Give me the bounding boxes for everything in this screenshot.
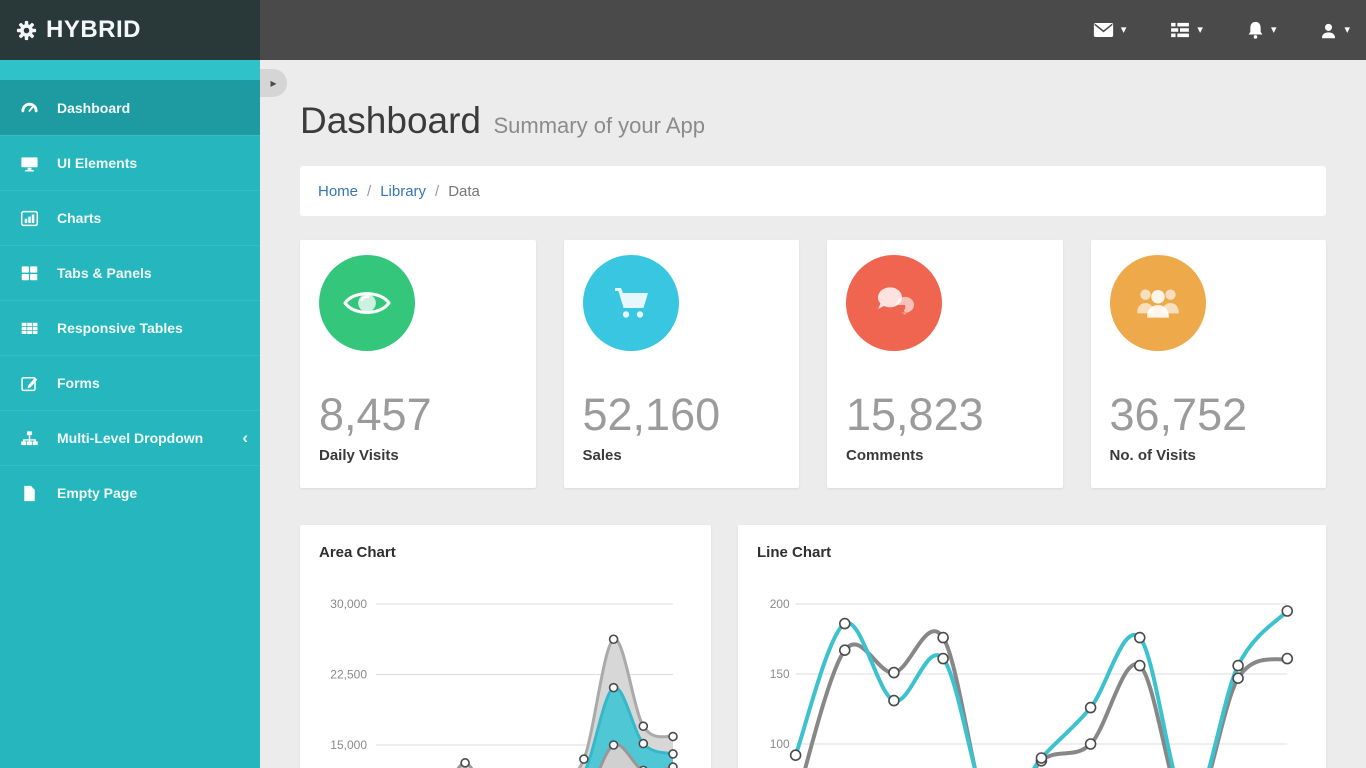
main-content: Dashboard Summary of your App Home / Lib… <box>260 60 1366 768</box>
charts-row: Area Chart 30,000 22,500 15,000 Line Chart… <box>300 525 1326 768</box>
breadcrumb-separator: / <box>367 182 372 200</box>
svg-text:30,000: 30,000 <box>330 597 367 611</box>
eye-icon <box>343 292 391 314</box>
line-chart-title: Line Chart <box>757 544 832 561</box>
sidebar-item-label: Multi-Level Dropdown <box>57 430 204 446</box>
stat-label: Daily Visits <box>319 447 399 465</box>
sidebar-item-label: Forms <box>57 375 100 391</box>
th-large-icon <box>20 264 39 283</box>
edit-icon <box>20 374 39 393</box>
brand-logo[interactable]: HYBRID <box>0 0 260 60</box>
stat-label: Comments <box>846 447 924 465</box>
comments-icon <box>877 287 914 315</box>
stat-circle-yellow <box>1109 255 1206 351</box>
tasks-dropdown[interactable]: ▾ <box>1170 22 1203 38</box>
desktop-icon <box>20 154 39 173</box>
sidebar-item-charts[interactable]: Charts <box>0 190 260 245</box>
sidebar-item-label: Dashboard <box>57 99 131 116</box>
svg-text:100: 100 <box>770 737 790 751</box>
brand-name: HYBRID <box>46 16 142 43</box>
svg-text:150: 150 <box>770 667 790 681</box>
topbar: HYBRID ▾ ▾ <box>0 0 1366 60</box>
tasks-icon <box>1171 22 1190 38</box>
caret-down-icon: ▾ <box>1270 23 1277 36</box>
breadcrumb-current: Data <box>448 182 480 200</box>
table-icon <box>20 319 39 338</box>
sidebar-item-multi-level-dropdown[interactable]: Multi-Level Dropdown ‹ <box>0 410 260 465</box>
stat-card-daily-visits: 8,457 Daily Visits <box>300 240 536 488</box>
stat-circle-red <box>846 255 942 351</box>
stat-value: 36,752 <box>1109 389 1248 440</box>
arrow-right-icon: ▸ <box>270 76 277 90</box>
stat-label: Sales <box>582 447 622 465</box>
line-chart-panel: Line Chart 200 150 100 <box>738 525 1326 768</box>
sidebar-item-label: UI Elements <box>57 155 138 171</box>
page-subtitle: Summary of your App <box>493 113 706 138</box>
sidebar-item-forms[interactable]: Forms <box>0 355 260 410</box>
sidebar-item-responsive-tables[interactable]: Responsive Tables <box>0 300 260 355</box>
stat-cards-row: 8,457 Daily Visits 52,160 Sales <box>300 240 1326 488</box>
sidebar-item-label: Charts <box>57 210 102 226</box>
page-header: Dashboard Summary of your App <box>260 60 1366 166</box>
breadcrumb-library-link[interactable]: Library <box>380 182 427 200</box>
dashboard-icon <box>20 98 39 117</box>
caret-down-icon: ▾ <box>1120 23 1127 36</box>
notifications-icon <box>1248 21 1263 39</box>
cart-icon <box>614 288 648 318</box>
file-icon <box>20 484 39 503</box>
stat-card-no-of-visits: 36,752 No. of Visits <box>1090 240 1326 488</box>
bar-chart-icon <box>20 209 39 228</box>
area-chart-title: Area Chart <box>319 544 396 561</box>
stat-value: 8,457 <box>319 389 432 440</box>
topnav: ▾ ▾ ▾ <box>260 0 1366 60</box>
stat-label: No. of Visits <box>1109 447 1196 465</box>
line-chart: 200 150 100 <box>770 597 1294 768</box>
stat-card-sales: 52,160 Sales <box>563 240 799 488</box>
stat-circle-blue <box>582 255 679 351</box>
user-dropdown[interactable]: ▾ <box>1320 22 1350 39</box>
sidebar-item-tabs-panels[interactable]: Tabs & Panels <box>0 245 260 300</box>
breadcrumb-separator: / <box>435 182 440 200</box>
area-chart-panel: Area Chart 30,000 22,500 15,000 <box>300 525 711 768</box>
messages-icon <box>1093 23 1113 37</box>
stat-value: 52,160 <box>582 389 721 440</box>
sitemap-icon <box>20 429 39 448</box>
sidebar-item-label: Empty Page <box>57 485 138 501</box>
sidebar-top-strip <box>0 60 260 80</box>
stat-circle-green <box>319 255 415 351</box>
stat-card-comments: 15,823 Comments <box>827 240 1063 488</box>
svg-text:200: 200 <box>770 597 790 611</box>
notifications-dropdown[interactable]: ▾ <box>1247 21 1277 39</box>
sidebar-item-label: Responsive Tables <box>57 320 183 336</box>
user-icon <box>1322 23 1336 38</box>
sidebar-item-label: Tabs & Panels <box>57 265 152 281</box>
svg-text:22,500: 22,500 <box>330 668 367 682</box>
users-icon <box>1136 289 1179 318</box>
caret-down-icon: ▾ <box>1197 23 1203 36</box>
area-chart: 30,000 22,500 15,000 <box>330 597 678 768</box>
stat-value: 15,823 <box>846 389 984 440</box>
sidebar-item-empty-page[interactable]: Empty Page <box>0 465 260 520</box>
sidebar: Dashboard UI Elements <box>0 60 260 768</box>
sidebar-collapse-toggle[interactable]: ▸ <box>260 69 287 97</box>
messages-dropdown[interactable]: ▾ <box>1093 22 1127 38</box>
breadcrumb-home-link[interactable]: Home <box>318 182 359 200</box>
breadcrumb: Home / Library / Data <box>300 166 1326 216</box>
sidebar-item-dashboard[interactable]: Dashboard <box>0 80 260 135</box>
sidebar-item-ui-elements[interactable]: UI Elements <box>0 135 260 190</box>
gear-icon <box>16 20 37 40</box>
page-title: Dashboard <box>300 100 482 141</box>
caret-down-icon: ▾ <box>1344 23 1350 36</box>
svg-text:15,000: 15,000 <box>330 738 367 752</box>
chevron-left-icon: ‹ <box>242 428 248 447</box>
